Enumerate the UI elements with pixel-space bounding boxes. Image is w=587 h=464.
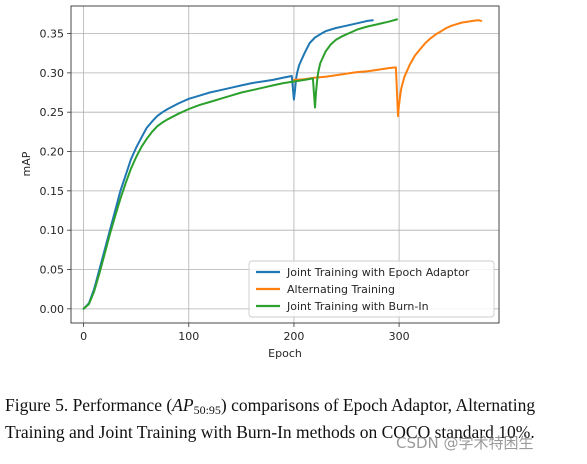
x-tick-label: 200 (283, 330, 304, 343)
y-tick-label: 0.00 (40, 303, 65, 316)
y-tick-label: 0.10 (40, 224, 65, 237)
y-tick-label: 0.25 (40, 106, 65, 119)
x-tick-label: 0 (80, 330, 87, 343)
grid-lines (71, 6, 499, 323)
series-lines (82, 18, 483, 310)
x-tick-label: 100 (178, 330, 199, 343)
legend-label-3: Joint Training with Burn-In (286, 300, 429, 313)
figure-caption: Figure 5. Performance (AP50:95) comparis… (5, 394, 580, 443)
y-tick-label: 0.35 (40, 28, 65, 41)
legend-label-2: Alternating Training (287, 283, 395, 296)
legend: Joint Training with Epoch Adaptor Alterna… (248, 260, 495, 318)
series-line-2 (292, 19, 483, 118)
y-tick-label: 0.30 (40, 67, 65, 80)
caption-math-ap: AP (172, 395, 194, 415)
series-line-1 (82, 19, 374, 310)
watermark: CSDN @学术特困生 (396, 434, 534, 452)
caption-math-subscript: 50:95 (193, 403, 221, 417)
y-tick-label: 0.05 (40, 264, 65, 277)
line-chart: 0 100 200 300 0.00 0.05 0.10 0.15 0.20 0.25 0.30 0.… (20, 5, 500, 360)
x-axis-title: Epoch (268, 347, 302, 360)
y-tick-label: 0.15 (40, 185, 65, 198)
caption-prefix: Figure 5. Performance ( (5, 395, 173, 415)
y-tick-label: 0.20 (40, 146, 65, 159)
axis-ticks: 0 100 200 300 0.00 0.05 0.10 0.15 0.20 0.25 0.30 0.… (40, 28, 410, 343)
caption-suffix: ) comparisons of Epoch Adaptor, Alternat… (5, 395, 540, 442)
legend-label-1: Joint Training with Epoch Adaptor (286, 266, 470, 279)
y-axis-title: mAP (20, 151, 33, 176)
series-line-3 (82, 18, 398, 310)
legend-box (248, 260, 495, 318)
plot-frame (70, 5, 500, 324)
x-tick-label: 300 (389, 330, 410, 343)
